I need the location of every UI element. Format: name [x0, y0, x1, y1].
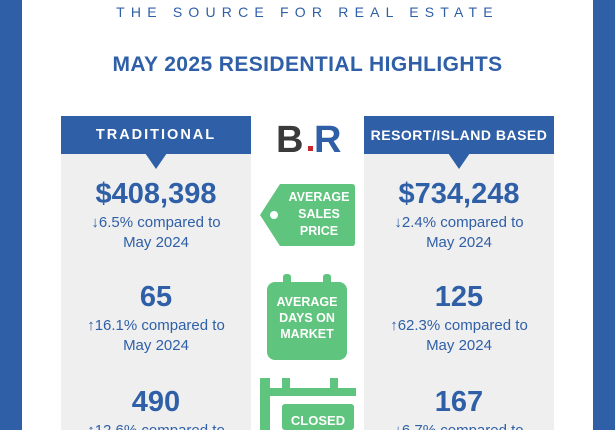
- traditional-days-period: May 2024: [123, 337, 189, 354]
- days-badge-line1: AVERAGE: [277, 295, 338, 309]
- resort-days-stat: 125 ↑62.3% compared to May 2024: [364, 281, 554, 356]
- traditional-price-period: May 2024: [123, 234, 189, 251]
- tagline: THE SOURCE FOR REAL ESTATE: [116, 4, 499, 20]
- traditional-days-value: 65: [139, 281, 173, 313]
- header-pointer-icon: [448, 153, 470, 169]
- days-badge-line2: DAYS ON: [279, 311, 335, 325]
- traditional-price-stat: $408,398 ↓6.5% compared to May 2024: [61, 178, 251, 253]
- arrow-down-icon: ↓: [394, 422, 402, 430]
- price-badge-line2: SALES: [298, 207, 340, 221]
- resort-price-stat: $734,248 ↓2.4% compared to May 2024: [364, 178, 554, 253]
- resort-closed-stat: 167 ↓6.7% compared to: [364, 386, 554, 430]
- infographic-sheet: THE SOURCE FOR REAL ESTATE MAY 2025 RESI…: [22, 0, 593, 430]
- price-badge-line3: PRICE: [300, 224, 338, 238]
- traditional-days-stat: 65 ↑16.1% compared to May 2024: [61, 281, 251, 356]
- resort-days-change: 62.3% compared to: [397, 317, 528, 334]
- resort-price-period: May 2024: [426, 234, 492, 251]
- logo-letter-r: R: [314, 119, 341, 158]
- traditional-closed-value: 490: [131, 386, 181, 418]
- resort-days-period: May 2024: [426, 337, 492, 354]
- resort-closed-change: 6.7% compared to: [402, 422, 524, 430]
- resort-price-change: 2.4% compared to: [401, 214, 524, 231]
- traditional-header: TRADITIONAL: [61, 116, 251, 169]
- br-logo: B R: [276, 119, 341, 158]
- logo-dot: [308, 146, 313, 151]
- traditional-price-value: $408,398: [95, 178, 217, 210]
- arrow-up-icon: ↑: [87, 317, 95, 334]
- arrow-up-icon: ↑: [87, 422, 95, 430]
- traditional-price-change: 6.5% compared to: [98, 214, 221, 231]
- resort-title: RESORT/ISLAND BASED: [370, 127, 548, 143]
- header-pointer-icon: [145, 153, 167, 169]
- page-title: MAY 2025 RESIDENTIAL HIGHLIGHTS: [112, 53, 503, 76]
- price-badge-line1: AVERAGE: [289, 190, 350, 204]
- traditional-column: TRADITIONAL $408,398 ↓6.5% compared to M…: [61, 116, 251, 430]
- arrow-down-icon: ↓: [394, 214, 402, 231]
- resort-days-value: 125: [434, 281, 484, 313]
- resort-column: RESORT/ISLAND BASED $734,248 ↓2.4% compa…: [364, 116, 554, 430]
- traditional-closed-stat: 490 ↑12.6% compared to: [61, 386, 251, 430]
- calendar-icon: AVERAGE DAYS ON MARKET: [267, 274, 347, 360]
- price-tag-icon: AVERAGE SALES PRICE: [260, 184, 355, 246]
- resort-header: RESORT/ISLAND BASED: [364, 116, 554, 169]
- traditional-closed-change: 12.6% compared to: [95, 422, 225, 430]
- days-badge-line3: MARKET: [280, 327, 334, 341]
- logo-letter-b: B: [276, 119, 303, 158]
- traditional-days-change: 16.1% compared to: [94, 317, 225, 334]
- traditional-title: TRADITIONAL: [95, 127, 217, 143]
- arrow-down-icon: ↓: [91, 214, 99, 231]
- closed-sign-icon: CLOSED: [260, 378, 356, 430]
- resort-closed-value: 167: [434, 386, 484, 418]
- resort-price-value: $734,248: [398, 178, 520, 210]
- closed-badge-label: CLOSED: [291, 413, 345, 428]
- arrow-up-icon: ↑: [390, 317, 398, 334]
